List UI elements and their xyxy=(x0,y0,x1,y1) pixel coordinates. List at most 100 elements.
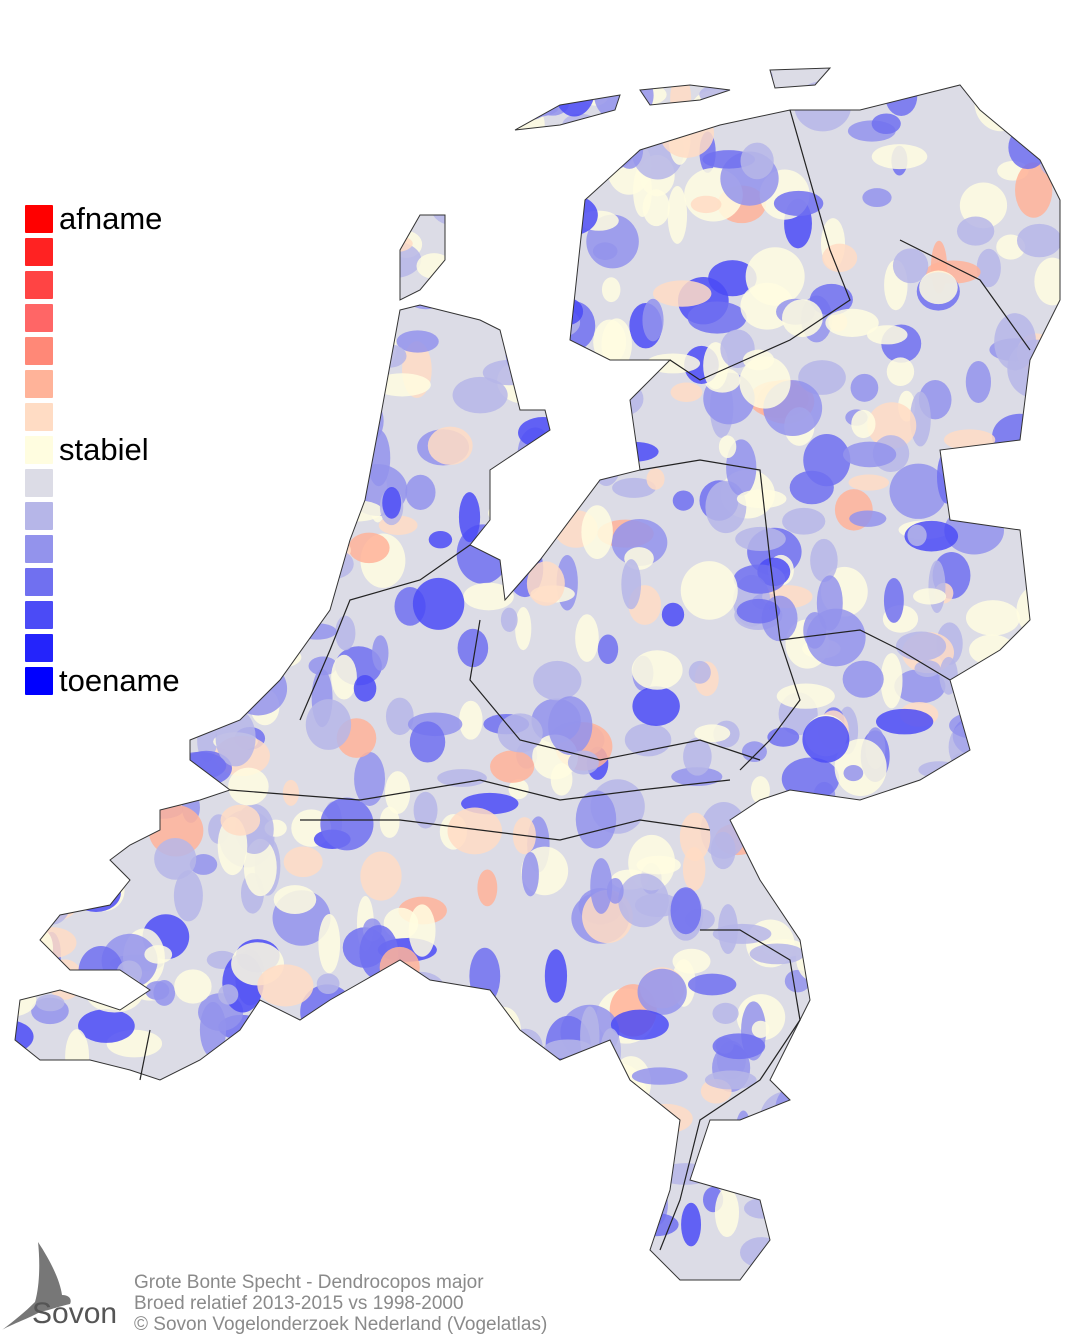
map-cell xyxy=(152,162,195,193)
map-cell xyxy=(331,654,357,700)
map-cell xyxy=(229,485,270,529)
map-cell xyxy=(206,246,263,297)
map-cell xyxy=(547,1255,577,1277)
map-cell xyxy=(200,454,258,482)
map-cell xyxy=(240,441,262,461)
map-cell xyxy=(164,262,219,300)
map-cell xyxy=(942,976,965,1027)
map-cell xyxy=(825,308,879,337)
map-cell xyxy=(136,694,194,717)
map-cell xyxy=(1016,223,1060,258)
map-cell xyxy=(867,402,917,449)
map-cell xyxy=(940,899,999,953)
province-borders xyxy=(139,109,1031,1251)
map-cell xyxy=(910,391,931,447)
map-cell xyxy=(362,1200,381,1218)
map-cell xyxy=(690,195,722,214)
map-cell xyxy=(958,497,992,516)
map-cell xyxy=(437,769,487,787)
map-cell xyxy=(1003,1228,1032,1272)
map-cell xyxy=(740,142,774,180)
map-cell xyxy=(71,514,114,532)
map-cell xyxy=(385,771,411,815)
map-cell xyxy=(508,351,539,372)
map-cell xyxy=(245,645,302,670)
map-cell xyxy=(429,1170,457,1200)
map-cell xyxy=(177,268,206,326)
map-cell xyxy=(15,425,17,478)
map-cell xyxy=(653,280,712,307)
map-cell xyxy=(108,70,159,88)
map-cell xyxy=(181,1140,223,1171)
species-title: Grote Bonte Specht - Dendrocopos major xyxy=(134,1272,484,1293)
map-cell xyxy=(360,283,392,323)
map-cell xyxy=(844,1007,905,1040)
map-cell xyxy=(548,696,593,755)
map-cell xyxy=(327,397,363,414)
map-cell xyxy=(1013,1184,1060,1234)
map-cell xyxy=(925,874,974,932)
map-cell xyxy=(284,1168,332,1216)
map-cell xyxy=(965,600,1020,636)
map-cell xyxy=(316,973,340,994)
sovon-swallow-logo xyxy=(2,1242,71,1330)
map-cell xyxy=(320,797,374,851)
map-cell xyxy=(377,204,395,230)
map-cell xyxy=(65,315,88,355)
map-cell xyxy=(581,505,613,560)
map-cell xyxy=(1032,566,1060,592)
map-cell xyxy=(496,501,529,530)
legend-swatch xyxy=(25,568,53,596)
map-cell xyxy=(96,543,116,560)
map-cell xyxy=(172,751,227,780)
map-cell xyxy=(1008,444,1044,482)
map-cell xyxy=(388,158,428,186)
map-cell xyxy=(543,194,598,236)
map-cell xyxy=(199,1001,227,1058)
map-cell xyxy=(189,854,218,875)
map-cell xyxy=(810,1241,854,1279)
map-cell xyxy=(220,804,261,836)
map-cell xyxy=(679,812,711,862)
map-cell xyxy=(775,1085,813,1134)
map-cell xyxy=(812,954,841,971)
map-caption: Grote Bonte Specht - Dendrocopos major B… xyxy=(134,1272,547,1335)
map-cell xyxy=(515,606,532,651)
map-cell xyxy=(15,893,76,923)
map-cell xyxy=(497,713,543,753)
map-cell xyxy=(175,358,232,382)
map-cell xyxy=(109,1105,169,1156)
map-cell xyxy=(103,824,121,843)
map-cell xyxy=(46,146,74,188)
map-cell xyxy=(335,78,372,108)
map-cell xyxy=(249,543,289,574)
map-cell xyxy=(300,485,327,509)
map-cell xyxy=(229,312,265,368)
map-cell xyxy=(892,248,929,284)
map-cell xyxy=(336,1082,355,1140)
map-cell xyxy=(35,749,65,778)
map-cell xyxy=(949,711,1003,740)
map-cell xyxy=(459,700,483,740)
map-cell xyxy=(422,1065,470,1104)
map-cell xyxy=(744,1198,782,1219)
map-cell xyxy=(995,448,1043,489)
map-cell xyxy=(924,917,944,975)
map-cell xyxy=(395,971,446,1010)
map-cell xyxy=(15,422,21,478)
map-cell xyxy=(184,1139,221,1165)
map-cell xyxy=(251,1042,273,1075)
map-cell xyxy=(552,297,584,325)
map-cell xyxy=(994,829,1050,848)
map-cell xyxy=(634,1285,673,1309)
map-cell xyxy=(72,273,126,323)
map-cell xyxy=(936,449,958,504)
map-cell xyxy=(124,572,170,632)
map-cell xyxy=(139,245,161,280)
map-cell xyxy=(54,557,114,588)
map-cell xyxy=(1052,854,1060,900)
map-cell xyxy=(694,724,731,743)
map-cell xyxy=(334,371,356,417)
map-cell xyxy=(78,946,124,997)
map-cell xyxy=(181,1074,199,1100)
